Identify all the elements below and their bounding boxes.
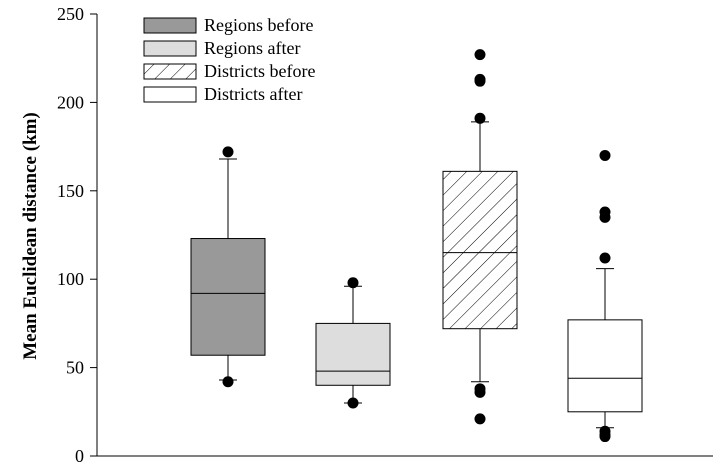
outlier-point: [474, 383, 486, 395]
outlier-point: [222, 146, 234, 158]
outlier-point: [599, 252, 611, 264]
y-tick-label: 50: [66, 358, 84, 378]
outlier-point: [599, 425, 611, 437]
legend: Regions before Regions after Districts bef…: [143, 15, 315, 104]
box-group: [315, 277, 391, 409]
y-tick-label: 100: [57, 269, 84, 289]
boxes: [190, 49, 643, 443]
legend-label: Regions after: [204, 38, 300, 58]
y-axis-label: Mean Euclidean distance (km): [20, 112, 41, 360]
box-iqr: [315, 322, 391, 386]
outlier-point: [222, 376, 234, 388]
legend-swatch: [143, 86, 197, 103]
box-group: [567, 149, 643, 443]
legend-label: Districts after: [204, 84, 302, 104]
outlier-point: [474, 49, 486, 61]
legend-label: Regions before: [204, 15, 313, 35]
outlier-point: [474, 112, 486, 124]
legend-swatch: [143, 17, 197, 34]
box-iqr: [190, 238, 266, 356]
outlier-point: [347, 397, 359, 409]
legend-swatch: [143, 63, 197, 80]
y-tick-label: 250: [57, 4, 84, 24]
y-tick-label: 0: [75, 446, 84, 464]
outlier-point: [474, 413, 486, 425]
legend-label: Districts before: [204, 61, 315, 81]
legend-swatch: [143, 40, 197, 57]
box-group: [442, 49, 518, 425]
box-iqr: [567, 319, 643, 413]
y-ticks: 0 50 100 150 200 250: [57, 4, 97, 466]
y-tick-label: 150: [57, 181, 84, 201]
y-axis: 0 50 100 150 200 250: [57, 4, 713, 466]
y-tick-label: 200: [57, 92, 84, 112]
box-group: [190, 146, 266, 388]
outlier-point: [474, 73, 486, 85]
outlier-point: [347, 277, 359, 289]
box-iqr: [442, 170, 518, 330]
outlier-point: [599, 206, 611, 218]
outlier-point: [599, 149, 611, 161]
